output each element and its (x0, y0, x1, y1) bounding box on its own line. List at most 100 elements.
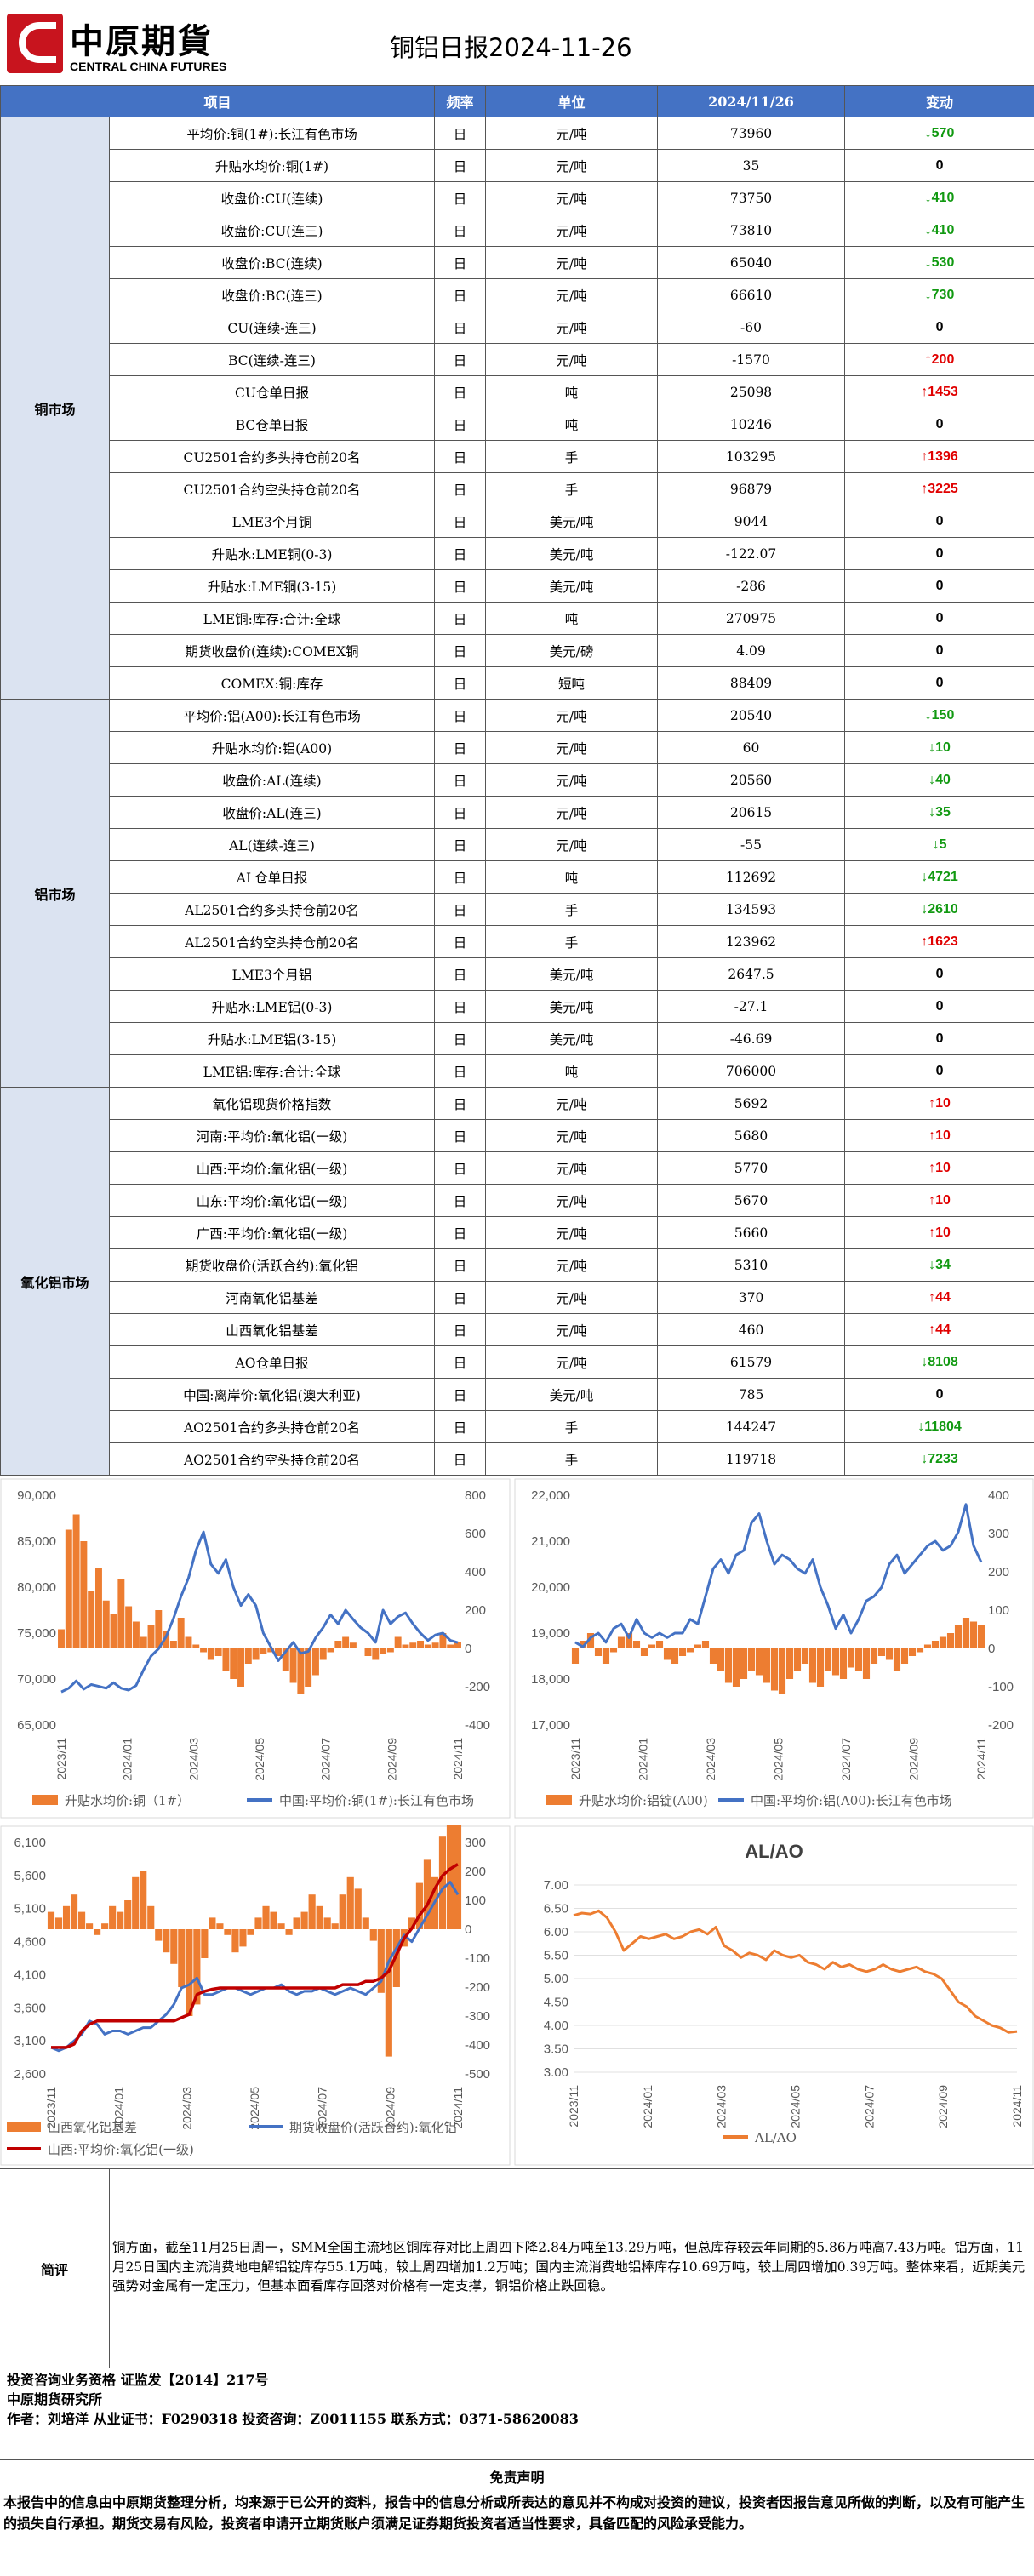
cell-change: ↑10 (844, 1087, 1034, 1120)
x-tick-label: 2024/09 (936, 2085, 950, 2128)
cell-unit: 手 (485, 1410, 659, 1443)
y-right-tick-label: -400 (465, 1718, 490, 1733)
cell-change: ↓570 (844, 117, 1034, 150)
y-right-tick-label: -400 (465, 2038, 490, 2053)
cell-frequency: 日 (434, 1281, 487, 1314)
cell-unit: 元/吨 (485, 828, 659, 861)
chart-frame (0, 1478, 511, 1819)
table-row: 中国:离岸价:氧化铝(澳大利亚) 日美元/吨 785 0 (1, 1378, 1034, 1411)
cell-item: CU2501合约多头持仓前20名 (108, 440, 436, 473)
cell-frequency: 日 (434, 1216, 487, 1249)
y-left-tick-label: 7.00 (544, 1878, 568, 1893)
cell-value: 20560 (657, 763, 846, 797)
cell-item: CU仓单日报 (108, 375, 436, 408)
bar (88, 1591, 95, 1648)
cell-unit: 元/吨 (485, 1345, 659, 1379)
table-row: 山东:平均价:氧化铝(一级) 日元/吨 5670 ↑10 (1, 1184, 1034, 1217)
bar (110, 1614, 117, 1648)
bar (571, 1648, 580, 1664)
cell-value: -55 (657, 828, 846, 861)
cell-change: 0 (844, 1054, 1034, 1088)
bar (311, 1648, 319, 1676)
cell-change: 0 (844, 1378, 1034, 1411)
bar (244, 1648, 252, 1664)
legend-swatch (32, 1795, 58, 1805)
bar (424, 1644, 431, 1648)
bar (163, 1631, 170, 1648)
cell-unit: 元/吨 (485, 214, 659, 247)
bar (193, 1929, 201, 2005)
y-left-tick-label: 5.00 (544, 1972, 568, 1986)
cell-change: ↑10 (844, 1151, 1034, 1185)
x-tick-label: 2024/07 (319, 1738, 333, 1781)
y-right-tick-label: 800 (465, 1488, 486, 1503)
cell-change: 0 (844, 666, 1034, 700)
cell-item: AO2501合约空头持仓前20名 (108, 1442, 436, 1476)
cell-item: 升贴水:LME铜(3-15) (108, 569, 436, 603)
cell-unit: 元/吨 (485, 1248, 659, 1282)
cell-change: ↑200 (844, 343, 1034, 376)
bar (609, 1648, 618, 1653)
cell-frequency: 日 (434, 828, 487, 861)
table-row: 山西氧化铝基差日元/吨 460 ↑44 (1, 1313, 1034, 1346)
legend-label: 升贴水均价:铜（1#） (65, 1793, 190, 1808)
cell-change: ↓150 (844, 699, 1034, 732)
bar (58, 1629, 65, 1648)
bar (101, 1923, 109, 1929)
cell-frequency: 日 (434, 763, 487, 797)
cell-frequency: 日 (434, 893, 487, 926)
company-logo: 中原期貨 CENTRAL CHINA FUTURES (7, 10, 228, 78)
cell-frequency: 日 (434, 957, 487, 991)
cell-unit: 吨 (485, 375, 659, 408)
bar (839, 1648, 848, 1679)
y-left-tick-label: 19,000 (531, 1626, 570, 1641)
y-right-tick-label: -500 (465, 2067, 490, 2082)
bar (854, 1648, 863, 1671)
cell-item: 升贴水均价:铝(A00) (108, 731, 436, 764)
bar (831, 1648, 840, 1676)
cell-unit: 吨 (485, 408, 659, 441)
bar (962, 1618, 970, 1648)
y-right-tick-label: -200 (465, 1980, 490, 1995)
cell-value: 103295 (657, 440, 846, 473)
bar (694, 1644, 702, 1648)
y-right-tick-label: -200 (988, 1718, 1014, 1733)
logo-en-text: CENTRAL CHINA FUTURES (70, 60, 227, 73)
bar (423, 1859, 431, 1929)
bar (354, 1888, 362, 1929)
bar (402, 1644, 409, 1648)
y-right-tick-label: 0 (465, 1922, 471, 1937)
bar (262, 1905, 270, 1929)
cell-item: 平均价:铜(1#):长江有色市场 (108, 117, 436, 150)
cell-frequency: 日 (434, 1119, 487, 1152)
y-right-tick-label: 100 (988, 1603, 1009, 1618)
chart-svg: 22,000 21,000 20,000 19,000 18,000 17,000 400 3… (514, 1478, 1034, 1819)
cell-frequency: 日 (434, 343, 487, 376)
x-tick-label: 2023/11 (568, 1738, 582, 1780)
cell-value: 73810 (657, 214, 846, 247)
cell-frequency: 日 (434, 440, 487, 473)
table-row: AL仓单日报日吨 112692 ↓4721 (1, 860, 1034, 894)
group-label: 氧化铝市场 (0, 1087, 110, 1476)
x-tick-label: 2024/05 (253, 1738, 266, 1781)
y-left-tick-label: 90,000 (17, 1488, 56, 1503)
cell-item: 期货收盘价(连续):COMEX铜 (108, 634, 436, 667)
header-item: 项目 (0, 85, 436, 117)
cell-frequency: 日 (434, 925, 487, 958)
cell-value: 2647.5 (657, 957, 846, 991)
bar (334, 1641, 342, 1648)
bar (346, 1876, 354, 1929)
table-row: AO2501合约空头持仓前20名日手 119718 ↓7233 (1, 1442, 1034, 1476)
table-row: 升贴水均价:铜(1#) 日元/吨 35 0 (1, 149, 1034, 182)
cell-value: 4.09 (657, 634, 846, 667)
bar (709, 1648, 717, 1664)
cell-frequency: 日 (434, 1087, 487, 1120)
y-right-tick-label: 600 (465, 1527, 486, 1541)
table-row: AO2501合约多头持仓前20名日手 144247 ↓11804 (1, 1410, 1034, 1443)
cell-frequency: 日 (434, 860, 487, 894)
bar (94, 1929, 101, 1935)
x-tick-label: 2024/07 (316, 2087, 329, 2130)
cell-frequency: 日 (434, 505, 487, 538)
x-tick-label: 2024/03 (704, 1738, 717, 1781)
cell-value: 270975 (657, 602, 846, 635)
